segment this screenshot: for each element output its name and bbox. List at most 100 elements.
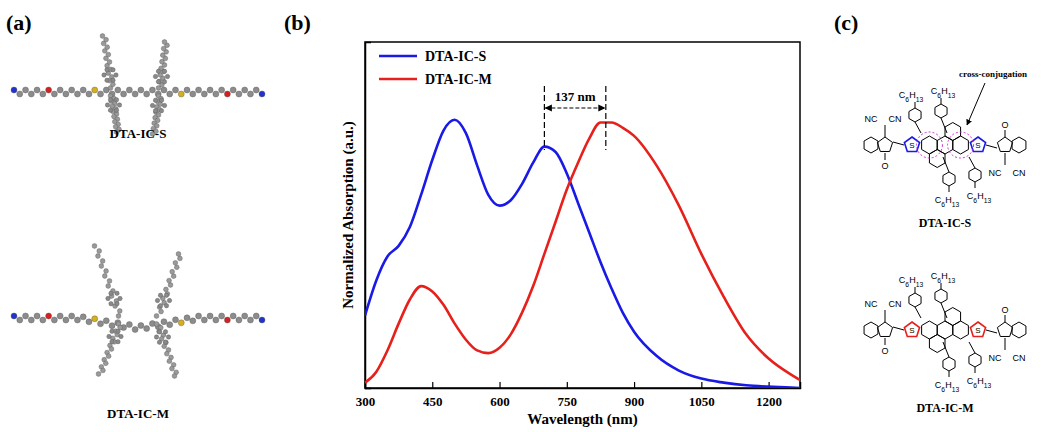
atom	[106, 354, 111, 359]
atom	[154, 335, 158, 339]
atom	[23, 87, 29, 93]
atom-label: C6H13	[967, 376, 992, 389]
atom	[74, 91, 80, 97]
atom	[104, 37, 109, 42]
atom	[167, 322, 173, 328]
atom	[100, 34, 105, 39]
ring	[929, 335, 945, 353]
atom	[164, 351, 169, 356]
atom	[132, 327, 138, 333]
molecule-caption: DTA-IC-M	[107, 406, 169, 421]
atom	[167, 91, 173, 97]
bond	[893, 142, 904, 145]
series-line	[365, 120, 800, 388]
atom	[159, 98, 163, 102]
atom	[98, 91, 104, 97]
x-tick: 600	[490, 382, 510, 409]
atom	[196, 313, 202, 319]
thiophene	[970, 322, 985, 336]
atom	[158, 303, 162, 307]
atom	[99, 264, 104, 269]
atom	[224, 317, 230, 323]
atom	[109, 291, 113, 295]
molecule-3d	[11, 34, 265, 137]
atom-label: O	[881, 161, 888, 171]
atom	[106, 52, 111, 57]
bond	[941, 118, 947, 133]
atom	[159, 309, 164, 314]
bond	[975, 182, 976, 188]
atom	[17, 317, 23, 323]
atom	[92, 244, 97, 249]
x-tick-label: 1050	[689, 394, 715, 409]
bond	[885, 125, 886, 137]
atom	[156, 69, 160, 73]
atom	[190, 318, 196, 324]
x-tick-mark	[499, 382, 500, 388]
atom	[118, 296, 122, 300]
x-tick-label: 750	[558, 394, 578, 409]
ring	[1012, 322, 1026, 338]
atom	[117, 309, 122, 314]
atom	[259, 91, 265, 97]
atom	[111, 68, 115, 72]
atom	[236, 317, 242, 323]
legend-label: DTA-IC-M	[425, 72, 492, 87]
atom-label: C6H13	[935, 380, 960, 393]
bond	[1005, 315, 1006, 322]
x-tick-mark	[567, 382, 568, 388]
atom	[161, 87, 167, 93]
atom	[97, 249, 102, 254]
panel-a: DTA-IC-S DTA-IC-M	[11, 34, 265, 421]
bond	[1005, 338, 1006, 350]
atom	[57, 87, 63, 93]
panel-label: (c)	[834, 10, 858, 35]
atom	[23, 313, 29, 319]
x-tick-mark	[634, 382, 635, 388]
bond	[885, 338, 886, 345]
atom	[138, 87, 144, 93]
atom	[105, 78, 109, 82]
atom	[174, 265, 179, 270]
atom	[172, 317, 178, 323]
atom	[126, 87, 132, 93]
ring	[945, 308, 961, 326]
annotation-guide	[544, 86, 545, 150]
atom	[224, 91, 230, 97]
atom	[63, 91, 69, 97]
atom	[132, 91, 138, 97]
atom	[115, 320, 121, 326]
x-axis: 30045060075090010501200	[356, 382, 801, 409]
atom	[108, 98, 112, 102]
atom	[115, 301, 119, 305]
atom	[109, 347, 114, 352]
legend-swatch	[379, 55, 417, 58]
y-axis	[366, 43, 372, 389]
plot-frame	[365, 42, 800, 388]
atom	[207, 87, 213, 93]
atom	[34, 313, 40, 319]
ring	[877, 322, 892, 336]
molecule-caption: DTA-IC-S	[110, 126, 167, 141]
atom-label: CN	[889, 299, 902, 309]
atom	[178, 256, 183, 261]
bond	[915, 122, 921, 133]
atom	[167, 278, 172, 283]
aryl-ring	[969, 353, 981, 367]
atom-label: C6H13	[899, 90, 924, 103]
atom	[69, 87, 75, 93]
atom	[109, 323, 115, 329]
atom	[126, 322, 132, 328]
atom	[253, 313, 259, 319]
ring	[997, 137, 1012, 151]
atom	[253, 87, 259, 93]
atom	[114, 108, 118, 112]
ring	[877, 137, 892, 151]
atom	[184, 87, 190, 93]
atom	[138, 323, 144, 329]
atom	[92, 316, 98, 322]
bond	[885, 310, 886, 322]
atom	[157, 330, 161, 334]
structure: C6H13C6H13C6H13C6H13SSOOCNNCNCCNDTA-IC-M	[864, 271, 1026, 415]
atom-label: CN	[1013, 168, 1026, 178]
